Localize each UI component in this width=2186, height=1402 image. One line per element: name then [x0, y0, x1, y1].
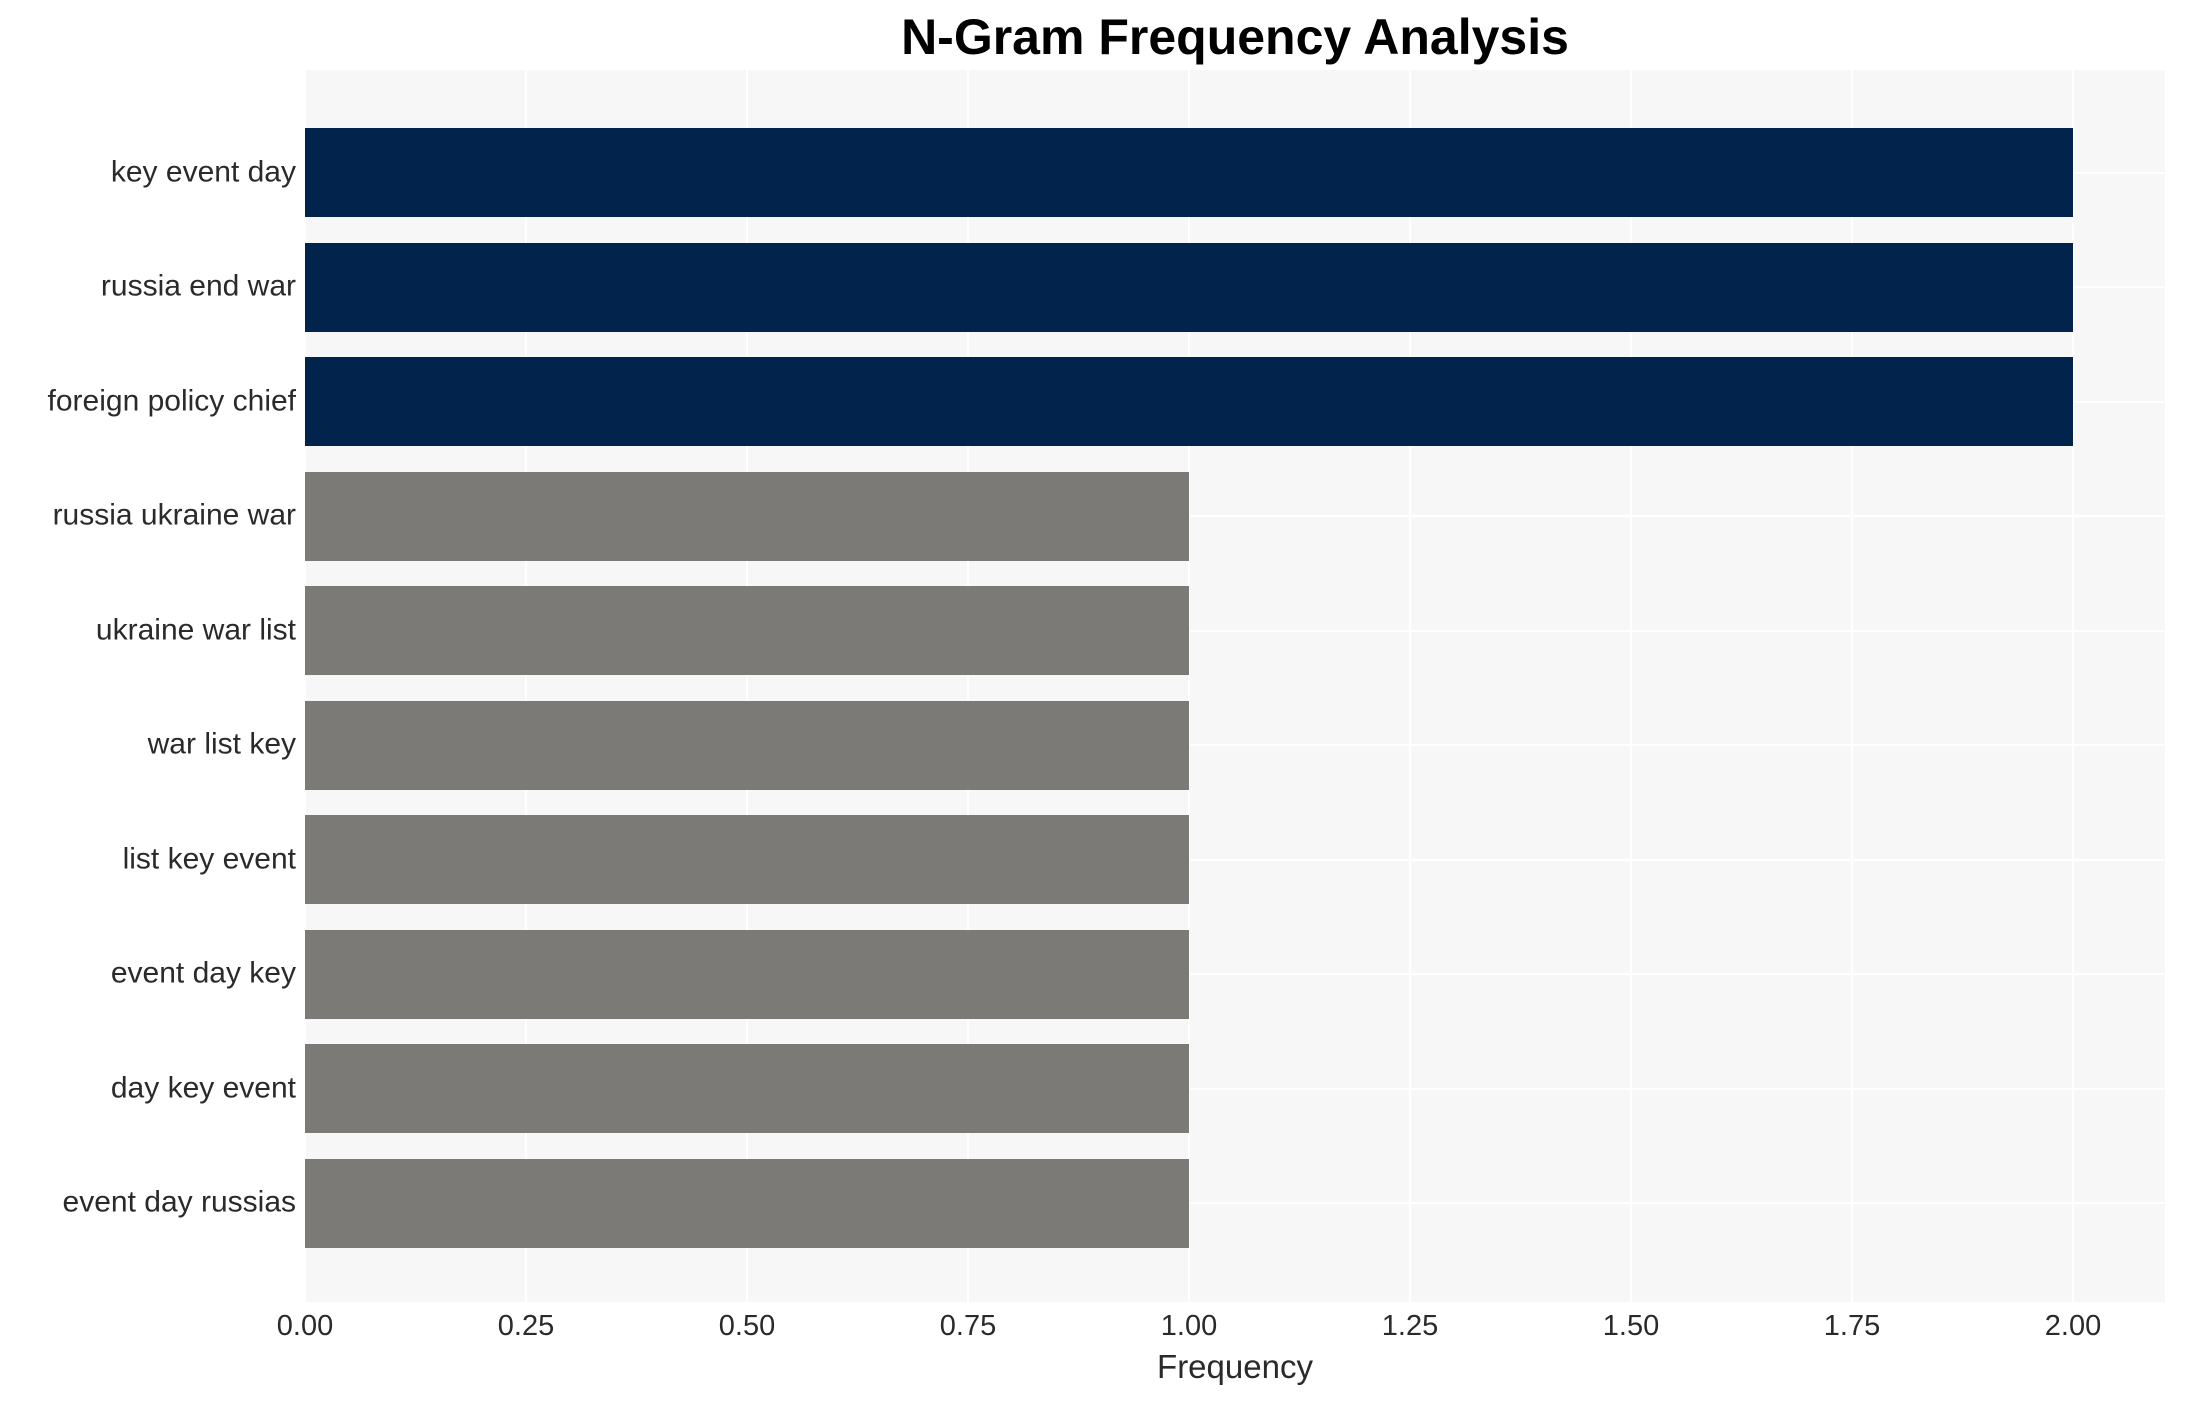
- y-axis-labels: key event day russia end war foreign polic…: [0, 70, 296, 1302]
- y-gridline: [305, 858, 2165, 861]
- bar-event-day-key: [305, 929, 1189, 1019]
- x-gridline: [967, 70, 969, 1302]
- y-tick-label: list key event: [122, 841, 296, 875]
- x-gridline: [1851, 70, 1853, 1302]
- y-gridline: [305, 515, 2165, 517]
- y-tick-label: russia end war: [100, 269, 296, 303]
- x-gridline: [2072, 70, 2074, 1302]
- bar-event-day-russias: [305, 1158, 1189, 1248]
- x-tick-label: 0.50: [718, 1310, 776, 1342]
- x-tick-label: 0.25: [497, 1310, 555, 1342]
- x-tick-label: 0.75: [939, 1310, 997, 1342]
- x-gridline: [746, 70, 748, 1302]
- x-gridline: [305, 70, 306, 1302]
- plot-area: [305, 70, 2165, 1302]
- x-tick-label: 1.50: [1602, 1310, 1660, 1342]
- x-tick-label: 0.00: [276, 1310, 334, 1342]
- x-tick-label: 1.25: [1381, 1310, 1439, 1342]
- x-tick-label: 2.00: [2044, 1310, 2102, 1342]
- bar-list-key-event: [305, 815, 1189, 904]
- bar-ukraine-war-list: [305, 586, 1189, 675]
- bar-foreign-policy-chief: [305, 357, 2073, 446]
- bar-war-list-key: [305, 700, 1189, 790]
- y-gridline: [305, 744, 2165, 746]
- x-axis-ticks: 0.00 0.25 0.50 0.75 1.00 1.25 1.50 1.75 2.00: [277, 1310, 2165, 1350]
- x-tick-label: 1.00: [1160, 1310, 1218, 1342]
- y-tick-label: russia ukraine war: [52, 498, 296, 532]
- bar-russia-ukraine-war: [305, 471, 1189, 561]
- y-tick-label: event day key: [110, 956, 296, 990]
- x-axis-title: Frequency: [1157, 1348, 1313, 1385]
- y-tick-label: day key event: [110, 1070, 296, 1104]
- y-gridline: [305, 629, 2165, 632]
- y-tick-label: ukraine war list: [95, 612, 296, 646]
- y-gridline: [305, 1202, 2165, 1204]
- bar-key-event-day: [305, 128, 2073, 217]
- y-tick-label: key event day: [110, 154, 296, 188]
- x-gridline: [1409, 70, 1411, 1302]
- y-gridline: [305, 973, 2165, 975]
- y-gridline: [305, 1087, 2165, 1090]
- x-gridline: [1630, 70, 1632, 1302]
- x-tick-label: 1.75: [1823, 1310, 1881, 1342]
- y-tick-label: foreign policy chief: [47, 383, 296, 417]
- bar-russia-end-war: [305, 242, 2073, 332]
- y-tick-label: war list key: [147, 727, 296, 761]
- y-tick-label: event day russias: [62, 1185, 296, 1219]
- x-gridline: [1188, 70, 1190, 1302]
- bar-day-key-event: [305, 1044, 1189, 1133]
- chart-title: N-Gram Frequency Analysis: [901, 9, 1569, 65]
- x-gridline: [525, 70, 527, 1302]
